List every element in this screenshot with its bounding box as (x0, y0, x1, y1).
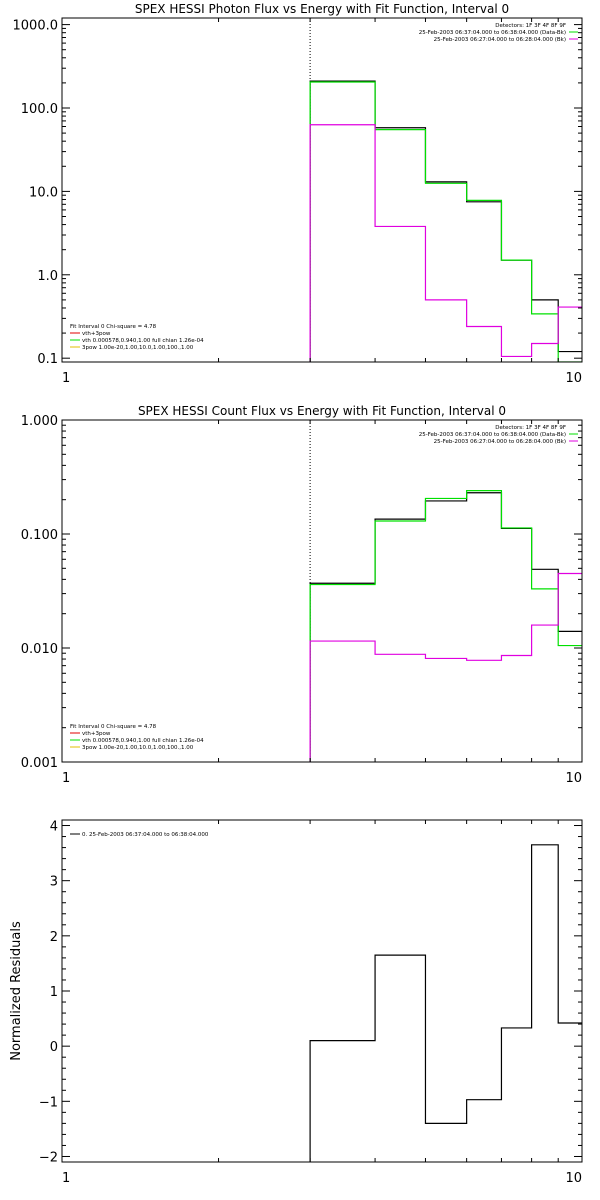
photon-series-0 (309, 80, 582, 362)
photon-legend-left-item: vth 0.000578,0.940,1.00 full chian 1.26e… (82, 338, 204, 344)
photon-ytick-label: 10.0 (29, 185, 58, 200)
photon-legend-left-item: vth+3pow (82, 331, 111, 337)
count-legend-right-item: 25-Feb-2003 06:27:04.000 to 06:28:04.000… (434, 439, 566, 445)
count-ytick-label: 0.100 (21, 528, 58, 543)
count-legend-left-item: vth 0.000578,0.940,1.00 full chian 1.26e… (82, 738, 204, 744)
count-xtick-label: 10 (565, 771, 582, 786)
photon-title: SPEX HESSI Photon Flux vs Energy with Fi… (135, 2, 509, 16)
count-series-1 (309, 490, 582, 762)
count-xtick-label: 1 (62, 771, 70, 786)
photon-legend-right-item: 25-Feb-2003 06:37:04.000 to 06:38:04.000… (419, 30, 566, 36)
residuals-frame (61, 819, 583, 1163)
photon-frame (61, 17, 583, 363)
residuals-xtick-label: 1 (62, 1171, 70, 1186)
photon-xtick-label: 1 (62, 371, 70, 386)
residuals-ytick-label: −1 (39, 1095, 58, 1110)
photon-ytick-label: 0.1 (37, 352, 58, 367)
count-frame (61, 419, 583, 763)
residuals-legend-left-item: 0. 25-Feb-2003 06:37:04.000 to 06:38:04.… (82, 832, 209, 838)
residuals-ytick-label: −2 (39, 1150, 58, 1165)
photon-ytick-label: 1000.0 (13, 19, 59, 34)
residuals-ytick-label: 3 (50, 875, 58, 890)
residuals-ytick-label: 2 (50, 930, 58, 945)
count-ytick-label: 1.000 (21, 414, 58, 429)
photon-ytick-label: 100.0 (21, 102, 58, 117)
photon-ytick-label: 1.0 (37, 269, 58, 284)
count-legend-right-item: 25-Feb-2003 06:37:04.000 to 06:38:04.000… (419, 432, 566, 438)
residuals-ytick-label: 0 (50, 1040, 58, 1055)
count-legend-left-item: Fit Interval 0 Chi-square = 4.78 (70, 724, 157, 730)
count-legend-right-item: Detectors: 1F 3F 4F 8F 9F (495, 425, 566, 431)
count-title: SPEX HESSI Count Flux vs Energy with Fit… (138, 404, 506, 418)
photon-series-1 (309, 81, 582, 362)
count-ytick-label: 0.001 (21, 756, 58, 771)
count-ytick-label: 0.010 (21, 642, 58, 657)
photon-legend-right-item: 25-Feb-2003 06:27:04.000 to 06:28:04.000… (434, 37, 566, 43)
photon-series-2 (309, 124, 582, 362)
photon-legend-left-item: Fit Interval 0 Chi-square = 4.78 (70, 324, 157, 330)
count-series-0 (309, 492, 582, 762)
count-legend-left-item: vth+3pow (82, 731, 111, 737)
residuals-xtick-label: 10 (565, 1171, 582, 1186)
count-legend-left-item: 3pow 1.00e-20,1.00,10.0,1.00,100.,1.00 (82, 745, 194, 751)
residuals-series-0 (309, 844, 582, 1162)
count-series-2 (309, 572, 582, 762)
residuals-ylabel: Normalized Residuals (9, 921, 24, 1061)
photon-legend-left-item: 3pow 1.00e-20,1.00,10.0,1.00,100.,1.00 (82, 345, 194, 351)
residuals-ytick-label: 4 (50, 820, 58, 835)
photon-xtick-label: 10 (565, 371, 582, 386)
residuals-ytick-label: 1 (50, 985, 58, 1000)
photon-legend-right-item: Detectors: 1F 3F 4F 8F 9F (495, 23, 566, 29)
